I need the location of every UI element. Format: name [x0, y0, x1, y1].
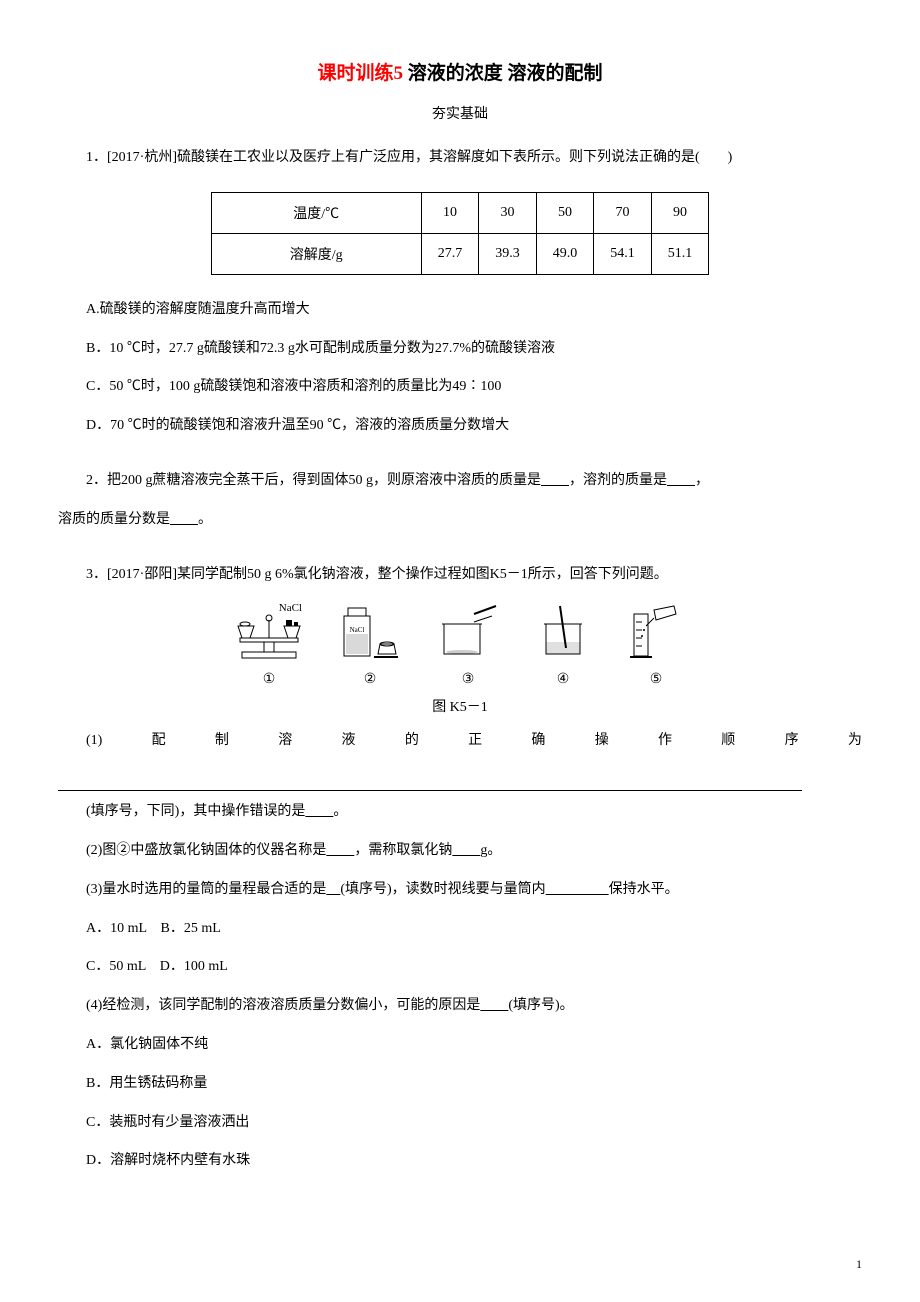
q2-part3: ， — [695, 473, 709, 488]
fig-label: ⑤ — [626, 671, 686, 688]
fig-label: ③ — [436, 671, 500, 688]
figure-caption: 图 K5－1 — [58, 696, 862, 716]
q3-sub4: (4)经检测，该同学配制的溶液溶质质量分数偏小，可能的原因是 (填序号)。 — [58, 991, 862, 1022]
char: 溶 — [278, 726, 292, 757]
char: 的 — [405, 726, 419, 757]
q2-line2a: 溶质的质量分数是 — [58, 512, 170, 527]
stirring-icon — [536, 604, 590, 660]
sub4a: (4)经检测，该同学配制的溶液溶质质量分数偏小，可能的原因是 — [86, 998, 480, 1013]
subtitle: 夯实基础 — [58, 103, 862, 123]
q3-sub4-c: C．装瓶时有少量溶液洒出 — [58, 1108, 862, 1139]
table-row: 温度/℃ 10 30 50 70 90 — [211, 192, 709, 233]
blank — [170, 512, 198, 527]
char: 制 — [215, 726, 229, 757]
q1-opt-a: A.硫酸镁的溶解度随温度升高而增大 — [58, 295, 862, 326]
title-rest: 溶液的浓度 溶液的配制 — [403, 63, 603, 84]
sol-cell: 51.1 — [651, 233, 709, 274]
fig-item-5: ⑤ — [626, 604, 686, 688]
sub3b: (填序号)，读数时视线要与量筒内 — [340, 882, 545, 897]
sub2c: g。 — [480, 843, 501, 858]
fig-label: ② — [340, 671, 400, 688]
sol-cell: 39.3 — [479, 233, 537, 274]
blank — [667, 473, 695, 488]
char: (1) — [86, 726, 102, 757]
temp-cell: 30 — [479, 192, 537, 233]
blank-line — [58, 763, 802, 791]
fig-item-3: ③ — [436, 604, 500, 688]
q3-sub1-line: (1) 配 制 溶 液 的 正 确 操 作 顺 序 为 — [58, 726, 862, 757]
cylinder-icon — [626, 604, 686, 660]
char: 正 — [468, 726, 482, 757]
blank — [452, 843, 480, 858]
blank — [326, 882, 340, 897]
page-number: 1 — [856, 1257, 862, 1272]
blank — [305, 804, 333, 819]
sub2a: (2)图②中盛放氯化钠固体的仪器名称是 — [86, 843, 326, 858]
sol-cell: 49.0 — [536, 233, 594, 274]
tail1: (填序号，下同)，其中操作错误的是 — [86, 804, 305, 819]
page-title: 课时训练5 溶液的浓度 溶液的配制 — [58, 58, 862, 85]
solubility-table: 温度/℃ 10 30 50 70 90 溶解度/g 27.7 39.3 49.0… — [211, 192, 710, 275]
temp-cell: 70 — [594, 192, 652, 233]
fig-label: ④ — [536, 671, 590, 688]
sub2b: ，需称取氯化钠 — [354, 843, 452, 858]
blank — [546, 882, 609, 897]
bottle-icon: NaCl — [340, 604, 400, 660]
sub4b: (填序号)。 — [508, 998, 573, 1013]
q3-sub4-a: A．氯化钠固体不纯 — [58, 1030, 862, 1061]
q3-sub3-opts2: C．50 mL D．100 mL — [58, 952, 862, 983]
header-sol: 溶解度/g — [211, 233, 421, 274]
blank — [480, 998, 508, 1013]
temp-cell: 10 — [421, 192, 479, 233]
q1-opt-b: B．10 ℃时，27.7 g硫酸镁和72.3 g水可配制成质量分数为27.7%的… — [58, 334, 862, 365]
temp-cell: 50 — [536, 192, 594, 233]
q3-sub3: (3)量水时选用的量筒的量程最合适的是 (填序号)，读数时视线要与量筒内 保持水… — [58, 875, 862, 906]
pouring-icon — [436, 604, 500, 660]
sol-cell: 54.1 — [594, 233, 652, 274]
q2-part2: ，溶剂的质量是 — [569, 473, 667, 488]
q1-opt-d: D．70 ℃时的硫酸镁饱和溶液升温至90 ℃，溶液的溶质质量分数增大 — [58, 411, 862, 442]
char: 为 — [848, 726, 862, 757]
q3-sub1-tail: (填序号，下同)，其中操作错误的是 。 — [58, 797, 862, 828]
char: 配 — [152, 726, 166, 757]
q2-line2b: 。 — [198, 512, 212, 527]
fig-label: ① — [234, 671, 304, 688]
q3-sub4-b: B．用生锈砝码称量 — [58, 1069, 862, 1100]
header-temp: 温度/℃ — [211, 192, 421, 233]
q2-line1: 2．把200 g蔗糖溶液完全蒸干后，得到固体50 g，则原溶液中溶质的质量是 ，… — [58, 466, 862, 497]
balance-icon — [234, 612, 304, 660]
svg-text:NaCl: NaCl — [350, 626, 365, 634]
char: 液 — [342, 726, 356, 757]
char: 序 — [785, 726, 799, 757]
blank — [541, 473, 569, 488]
fig-item-2: NaCl ② — [340, 604, 400, 688]
title-red: 课时训练5 — [317, 63, 403, 84]
q2-part1: 2．把200 g蔗糖溶液完全蒸干后，得到固体50 g，则原溶液中溶质的质量是 — [58, 473, 541, 488]
q3-sub3-opts1: A．10 mL B．25 mL — [58, 914, 862, 945]
q2-line2: 溶质的质量分数是 。 — [58, 505, 862, 536]
table-row: 溶解度/g 27.7 39.3 49.0 54.1 51.1 — [211, 233, 709, 274]
blank — [326, 843, 354, 858]
q3-stem: 3．[2017·邵阳]某同学配制50 g 6%氯化钠溶液，整个操作过程如图K5－… — [58, 560, 862, 591]
q1-opt-c: C．50 ℃时，100 g硫酸镁饱和溶液中溶质和溶剂的质量比为49∶100 — [58, 372, 862, 403]
char: 确 — [531, 726, 545, 757]
char: 作 — [658, 726, 672, 757]
q3-sub4-d: D．溶解时烧杯内壁有水珠 — [58, 1146, 862, 1177]
figure-row: NaCl ① NaCl — [58, 600, 862, 688]
tail2: 。 — [333, 804, 347, 819]
q3-sub2: (2)图②中盛放氯化钠固体的仪器名称是 ，需称取氯化钠 g。 — [58, 836, 862, 867]
sub3c: 保持水平。 — [609, 882, 679, 897]
figure-k5-1: NaCl ① NaCl — [58, 600, 862, 716]
fig-item-1: NaCl ① — [234, 600, 304, 688]
fig-item-4: ④ — [536, 604, 590, 688]
sub3a: (3)量水时选用的量筒的量程最合适的是 — [86, 882, 326, 897]
nacl-label: NaCl — [234, 602, 302, 614]
temp-cell: 90 — [651, 192, 709, 233]
q1-stem: 1．[2017·杭州]硫酸镁在工农业以及医疗上有广泛应用，其溶解度如下表所示。则… — [58, 143, 862, 174]
char: 操 — [595, 726, 609, 757]
sol-cell: 27.7 — [421, 233, 479, 274]
char: 顺 — [721, 726, 735, 757]
